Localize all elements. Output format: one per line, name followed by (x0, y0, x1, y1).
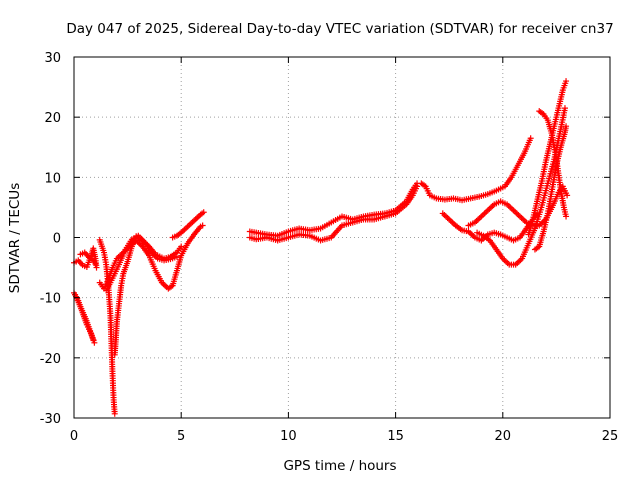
data-point (563, 78, 570, 85)
data-series-track-18 (531, 123, 570, 253)
data-series-track-10 (246, 180, 421, 239)
data-point (199, 222, 206, 229)
series-line (249, 182, 418, 237)
data-point (91, 339, 98, 346)
data-series-track-09 (169, 209, 207, 241)
data-marks (71, 78, 571, 417)
x-tick-label: 15 (387, 429, 404, 444)
data-series-track-01 (71, 245, 100, 271)
y-tick-label: 30 (44, 51, 61, 66)
axis-ticks: 0 5 10 15 20 25 -30 -20 -10 0 10 20 30 (40, 51, 619, 444)
data-series-track-02 (77, 249, 99, 267)
data-point (111, 410, 118, 417)
chart-title: Day 047 of 2025, Sidereal Day-to-day VTE… (66, 21, 613, 37)
x-tick-label: 0 (70, 429, 78, 444)
data-point (93, 264, 100, 271)
data-point (527, 135, 534, 142)
y-tick-label: 20 (44, 111, 61, 126)
data-series-track-08 (103, 232, 180, 294)
y-tick-label: 10 (44, 171, 61, 186)
y-tick-label: 0 (53, 232, 61, 247)
data-point (90, 336, 97, 343)
y-axis-title: SDTVAR / TECUs (7, 183, 23, 293)
x-tick-label: 5 (177, 429, 185, 444)
x-tick-label: 25 (602, 429, 619, 444)
data-point (563, 213, 570, 220)
y-tick-label: -20 (40, 352, 61, 367)
y-tick-label: -30 (40, 412, 61, 427)
x-axis-title: GPS time / hours (283, 458, 396, 474)
data-point (92, 260, 99, 267)
data-series-track-17 (536, 108, 570, 220)
data-point (564, 192, 571, 199)
grid-lines (74, 57, 610, 418)
x-tick-label: 10 (280, 429, 297, 444)
data-series-track-11 (246, 183, 421, 244)
data-point (563, 123, 570, 130)
data-point (414, 183, 421, 190)
data-point (561, 105, 568, 112)
y-tick-label: -10 (40, 292, 61, 307)
data-series-track-15 (474, 105, 568, 268)
data-point (178, 243, 185, 250)
data-series-track-07 (96, 222, 206, 292)
data-point (173, 253, 180, 260)
data-point (200, 209, 207, 216)
data-series-track-14 (465, 183, 571, 229)
x-tick-label: 20 (495, 429, 512, 444)
data-series-track-12 (418, 135, 534, 204)
data-series-track-04 (72, 291, 97, 343)
